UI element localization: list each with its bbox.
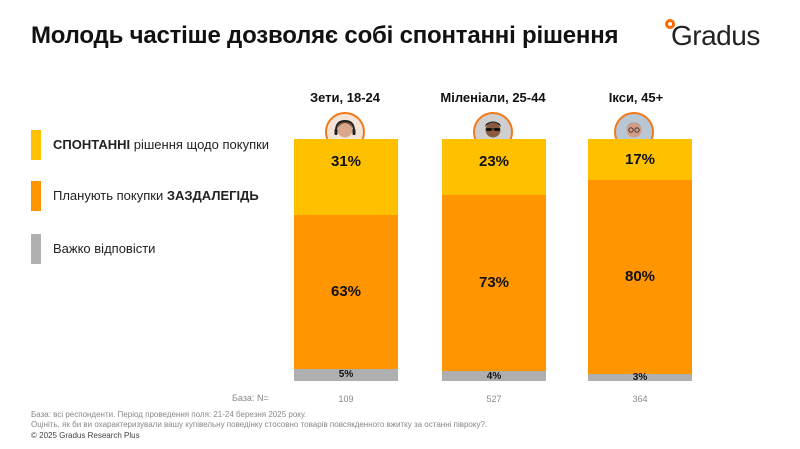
column-header-gen-x: Ікси, 45+: [608, 90, 664, 105]
base-value-millennials: 527: [486, 394, 502, 404]
data-label-hard-to-answer: 4%: [486, 370, 502, 382]
footnote-question: Оцініть, як би ви охарактеризували вашу …: [31, 420, 488, 429]
legend-label: СПОНТАННІ рішення щодо покупки: [53, 137, 270, 152]
data-label-spontaneous: 31%: [330, 152, 362, 170]
page-title: Молодь частіше дозволяє собі спонтанні р…: [31, 22, 619, 49]
bar-segment-spontaneous: [294, 139, 398, 215]
data-label-spontaneous: 23%: [478, 152, 510, 170]
logo-text: Gradus: [671, 20, 760, 51]
legend-label: Важко відповісти: [53, 241, 156, 256]
logo-dot-icon: [665, 19, 675, 29]
bar-segment-planned: [294, 214, 398, 369]
base-value-gen-z: 109: [338, 394, 354, 404]
column-header-millennials: Міленіали, 25-44: [440, 90, 546, 105]
data-label-hard-to-answer: 3%: [632, 371, 648, 383]
copyright: © 2025 Gradus Research Plus: [31, 431, 140, 440]
bar-segment-hard-to-answer: [294, 368, 398, 381]
legend-label: Планують покупки ЗАЗДАЛЕГІДЬ: [53, 188, 259, 203]
gradus-logo: Gradus: [660, 16, 780, 56]
data-label-hard-to-answer: 5%: [338, 369, 354, 381]
base-label: База: N=: [232, 393, 269, 403]
data-label-spontaneous: 17%: [624, 151, 656, 169]
bar-segment-spontaneous: [442, 139, 546, 195]
legend-swatch: [31, 130, 41, 160]
data-label-planned: 80%: [624, 268, 656, 286]
bar-segment-hard-to-answer: [442, 371, 546, 381]
bar-segment-planned: [442, 194, 546, 372]
column-header-gen-z: Зети, 18-24: [309, 90, 381, 105]
data-label-planned: 63%: [330, 283, 362, 301]
bar-segment-planned: [588, 180, 692, 374]
legend-swatch: [31, 234, 41, 264]
bar-segment-spontaneous: [588, 139, 692, 181]
bar-segment-hard-to-answer: [588, 373, 692, 381]
legend-swatch: [31, 181, 41, 211]
data-label-planned: 73%: [478, 274, 510, 292]
base-value-gen-x: 364: [632, 394, 648, 404]
footnote-base: База: всі респонденти. Період проведення…: [31, 410, 307, 419]
